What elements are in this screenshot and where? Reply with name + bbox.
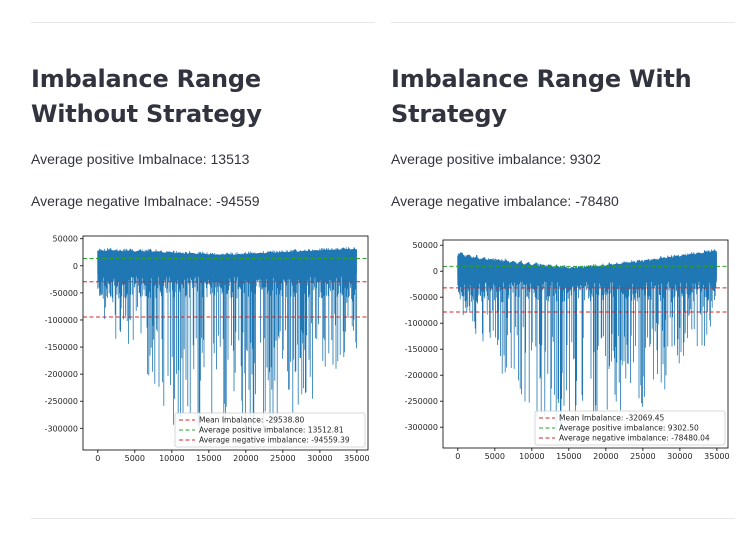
chart-without-strategy: 0 5000 10000 15000 20000 25000 30000 35000 50000… xyxy=(43,232,383,464)
chart-without-strategy-svg: 0 5000 10000 15000 20000 25000 30000 35000 50000… xyxy=(45,235,370,463)
y-tick-label: -100000 xyxy=(45,316,78,325)
avg-negative-with-strategy: Average negative imbalance: -78480 xyxy=(391,193,619,209)
y-tick-label: -300000 xyxy=(405,423,438,432)
imbalance-series-core xyxy=(97,249,357,274)
x-tick-label: 5000 xyxy=(485,452,505,461)
y-tick-label: -100000 xyxy=(405,319,438,328)
y-tick-label: -250000 xyxy=(45,397,78,406)
axes-frame xyxy=(442,239,729,449)
legend-entry: Average positive imbalance: 13512.81 xyxy=(199,426,344,435)
x-tick-label: 25000 xyxy=(270,454,295,463)
x-tick-label: 30000 xyxy=(307,454,332,463)
x-tick-label: 20000 xyxy=(233,454,258,463)
y-tick-label: -250000 xyxy=(405,397,438,406)
x-tick-label: 15000 xyxy=(556,452,581,461)
y-tick-label: -300000 xyxy=(45,424,78,433)
y-tick-label: -200000 xyxy=(45,370,78,379)
top-divider-left xyxy=(31,22,375,23)
column-without-strategy: Imbalance Range Without Strategy Average… xyxy=(31,0,375,470)
chart-with-strategy: 0 5000 10000 15000 20000 25000 30000 35000 50000… xyxy=(403,236,743,468)
avg-positive-without-strategy: Average positive Imbalnace: 13513 xyxy=(31,151,250,167)
y-tick-label: -150000 xyxy=(45,343,78,352)
bottom-divider xyxy=(31,518,735,519)
axes-frame xyxy=(82,235,369,451)
y-tick-label: -200000 xyxy=(405,371,438,380)
y-tick-label: -50000 xyxy=(410,293,438,302)
legend-entry: Mean Imbalance: -32069.45 xyxy=(559,414,664,423)
avg-negative-without-strategy: Average negative Imbalnace: -94559 xyxy=(31,193,260,209)
y-tick-label: 50000 xyxy=(413,241,438,250)
imbalance-series-core xyxy=(457,250,717,279)
x-tick-label: 10000 xyxy=(519,452,544,461)
x-tick-label: 10000 xyxy=(159,454,184,463)
y-tick-label: -150000 xyxy=(405,345,438,354)
y-tick-label: -50000 xyxy=(50,289,78,298)
x-tick-label: 30000 xyxy=(667,452,692,461)
legend-entry: Average negative imbalance: -94559.39 xyxy=(199,436,350,445)
y-tick-label: 50000 xyxy=(53,235,78,244)
x-tick-label: 20000 xyxy=(593,452,618,461)
legend-entry: Average positive imbalance: 9302.50 xyxy=(559,424,699,433)
x-tick-label: 0 xyxy=(455,452,460,461)
legend-entry: Average negative imbalance: -78480.04 xyxy=(559,434,710,443)
x-tick-label: 35000 xyxy=(344,454,369,463)
x-tick-label: 35000 xyxy=(704,452,729,461)
x-tick-label: 5000 xyxy=(125,454,145,463)
y-tick-label: 0 xyxy=(73,262,78,271)
x-tick-label: 15000 xyxy=(196,454,221,463)
avg-positive-with-strategy: Average positive imbalance: 9302 xyxy=(391,151,601,167)
x-tick-label: 25000 xyxy=(630,452,655,461)
y-tick-label: 0 xyxy=(433,267,438,276)
column-with-strategy: Imbalance Range With Strategy Average po… xyxy=(391,0,735,470)
chart-with-strategy-svg: 0 5000 10000 15000 20000 25000 30000 35000 50000… xyxy=(405,239,730,461)
title-with-strategy: Imbalance Range With Strategy xyxy=(391,65,692,128)
legend-box xyxy=(534,410,726,446)
legend-entry: Mean Imbalance: -29538.80 xyxy=(199,416,304,425)
x-tick-label: 0 xyxy=(95,454,100,463)
title-without-strategy: Imbalance Range Without Strategy xyxy=(31,65,262,128)
top-divider-right xyxy=(391,22,735,23)
legend-box xyxy=(174,412,366,448)
